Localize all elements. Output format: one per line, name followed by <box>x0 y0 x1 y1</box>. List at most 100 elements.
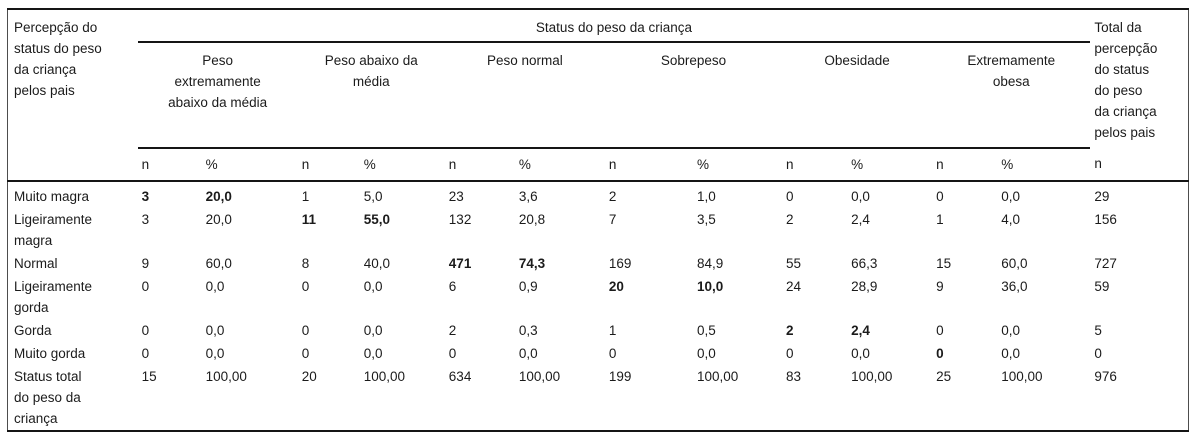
group-header-peso-extremamente-abaixo: Peso extremamente abaixo da média <box>137 42 298 149</box>
value-cell: 0,0 <box>696 346 716 361</box>
table-row: Muito magra 3 20,0 1 5,0 23 3,6 2 1,0 0 0,0 0 0,0 29 <box>8 181 1189 208</box>
value-cell: 2,4 <box>851 323 870 338</box>
value-cell: 0 <box>936 323 944 338</box>
value-cell: 199 <box>608 369 632 384</box>
value-cell: 25 <box>936 369 952 384</box>
table-header: Percepção do status do peso da criança p… <box>7 9 1189 182</box>
total-value-cell: 976 <box>1094 369 1117 384</box>
value-cell: 9 <box>141 256 150 271</box>
subheader-n: n <box>782 148 848 182</box>
value-cell: 6 <box>448 279 457 294</box>
value-cell: 0,3 <box>518 323 538 338</box>
value-cell: 0 <box>141 346 150 361</box>
value-cell: 0,0 <box>1001 346 1020 361</box>
value-cell: 20 <box>608 279 624 294</box>
subheader-n: n <box>297 148 360 182</box>
value-cell: 40,0 <box>363 256 391 271</box>
row-label: Ligeiramente gorda <box>14 279 93 315</box>
value-cell: 0,0 <box>851 346 870 361</box>
table-row: Ligeiramente gorda 0 0,0 0 0,0 6 0,9 20 10,0 24 28… <box>8 275 1189 319</box>
group-header-peso-normal: Peso normal <box>444 42 605 149</box>
value-cell: 15 <box>936 256 952 271</box>
value-cell: 2 <box>608 189 617 204</box>
total-value-cell: 59 <box>1094 279 1110 294</box>
subheader-pct: % <box>692 148 783 182</box>
subheader-pct: % <box>514 148 605 182</box>
value-cell: 2 <box>786 323 794 338</box>
value-cell: 55 <box>786 256 802 271</box>
value-cell: 10,0 <box>696 279 724 294</box>
value-cell: 0,9 <box>518 279 538 294</box>
value-cell: 0 <box>936 346 944 361</box>
subheader-total-n: n <box>1090 148 1189 182</box>
corner-header: Percepção do status do peso da criança p… <box>7 9 138 182</box>
value-cell: 3 <box>141 212 150 227</box>
table-row: Muito gorda 0 0,0 0 0,0 0 0,0 0 0,0 0 0,0 0 0,0 0 <box>8 342 1189 365</box>
subheader-pct: % <box>359 148 445 182</box>
value-cell: 0,0 <box>205 323 225 338</box>
value-cell: 0,0 <box>851 189 870 204</box>
table-row: Ligeiramente magra 3 20,0 11 55,0 132 20,8 7 3,5… <box>8 208 1189 252</box>
table-row: Status total do peso da criança 15 100,00 2… <box>8 365 1189 431</box>
value-cell: 169 <box>608 256 632 271</box>
value-cell: 0,0 <box>363 346 383 361</box>
subheader-pct: % <box>201 148 298 182</box>
value-cell: 0 <box>786 189 794 204</box>
value-cell: 3,6 <box>518 189 538 204</box>
value-cell: 3,5 <box>696 212 716 227</box>
group-header-sobrepeso: Sobrepeso <box>604 42 783 149</box>
value-cell: 100,00 <box>1001 369 1043 384</box>
value-cell: 1 <box>936 212 944 227</box>
subheader-n: n <box>137 148 202 182</box>
group-header-extremamente-obesa: Extremamente obesa <box>932 42 1091 149</box>
perception-vs-status-table: Percepção do status do peso da criança p… <box>7 8 1189 432</box>
row-label: Ligeiramente magra <box>14 212 93 248</box>
subheader-n: n <box>444 148 515 182</box>
total-value-cell: 0 <box>1094 346 1102 361</box>
subheader-pct: % <box>847 148 933 182</box>
row-label: Status total do peso da criança <box>14 369 82 426</box>
value-cell: 0 <box>786 346 794 361</box>
value-cell: 0,0 <box>363 323 383 338</box>
table-row: Normal 9 60,0 8 40,0 471 74,3 169 84,9 55 66,3 15 60… <box>8 252 1189 275</box>
value-cell: 23 <box>448 189 464 204</box>
table-body: Muito magra 3 20,0 1 5,0 23 3,6 2 1,0 0 0,0 0 0,0 29 L… <box>8 181 1189 431</box>
value-cell: 24 <box>786 279 802 294</box>
value-cell: 0 <box>936 189 944 204</box>
value-cell: 100,00 <box>518 369 561 384</box>
value-cell: 7 <box>608 212 617 227</box>
value-cell: 0 <box>141 323 150 338</box>
value-cell: 20,8 <box>518 212 546 227</box>
value-cell: 0 <box>448 346 457 361</box>
value-cell: 2 <box>448 323 457 338</box>
total-column-header: Total da percepção do status do peso da … <box>1094 20 1158 140</box>
row-label: Muito gorda <box>14 346 86 361</box>
value-cell: 0,0 <box>363 279 383 294</box>
total-value-cell: 727 <box>1094 256 1117 271</box>
row-label: Normal <box>14 256 58 271</box>
value-cell: 55,0 <box>363 212 391 227</box>
value-cell: 9 <box>936 279 944 294</box>
value-cell: 15 <box>141 369 157 384</box>
value-cell: 60,0 <box>1001 256 1028 271</box>
total-value-cell: 29 <box>1094 189 1110 204</box>
subheader-n: n <box>932 148 998 182</box>
value-cell: 66,3 <box>851 256 878 271</box>
value-cell: 8 <box>301 256 310 271</box>
value-cell: 5,0 <box>363 189 383 204</box>
value-cell: 0,0 <box>205 346 225 361</box>
header-row-subheaders: n % n % n % n % n % n % n <box>8 148 1189 182</box>
value-cell: 0 <box>301 323 310 338</box>
group-header-obesidade: Obesidade <box>782 42 933 149</box>
value-cell: 1 <box>301 189 310 204</box>
value-cell: 0,0 <box>518 346 538 361</box>
value-cell: 100,00 <box>363 369 406 384</box>
value-cell: 0,0 <box>1001 189 1020 204</box>
value-cell: 100,00 <box>205 369 247 384</box>
table-row: Gorda 0 0,0 0 0,0 2 0,3 1 0,5 2 2,4 0 0,0 5 <box>8 319 1189 342</box>
value-cell: 83 <box>786 369 802 384</box>
value-cell: 2,4 <box>851 212 870 227</box>
value-cell: 634 <box>448 369 472 384</box>
value-cell: 4,0 <box>1001 212 1020 227</box>
value-cell: 74,3 <box>518 256 546 271</box>
